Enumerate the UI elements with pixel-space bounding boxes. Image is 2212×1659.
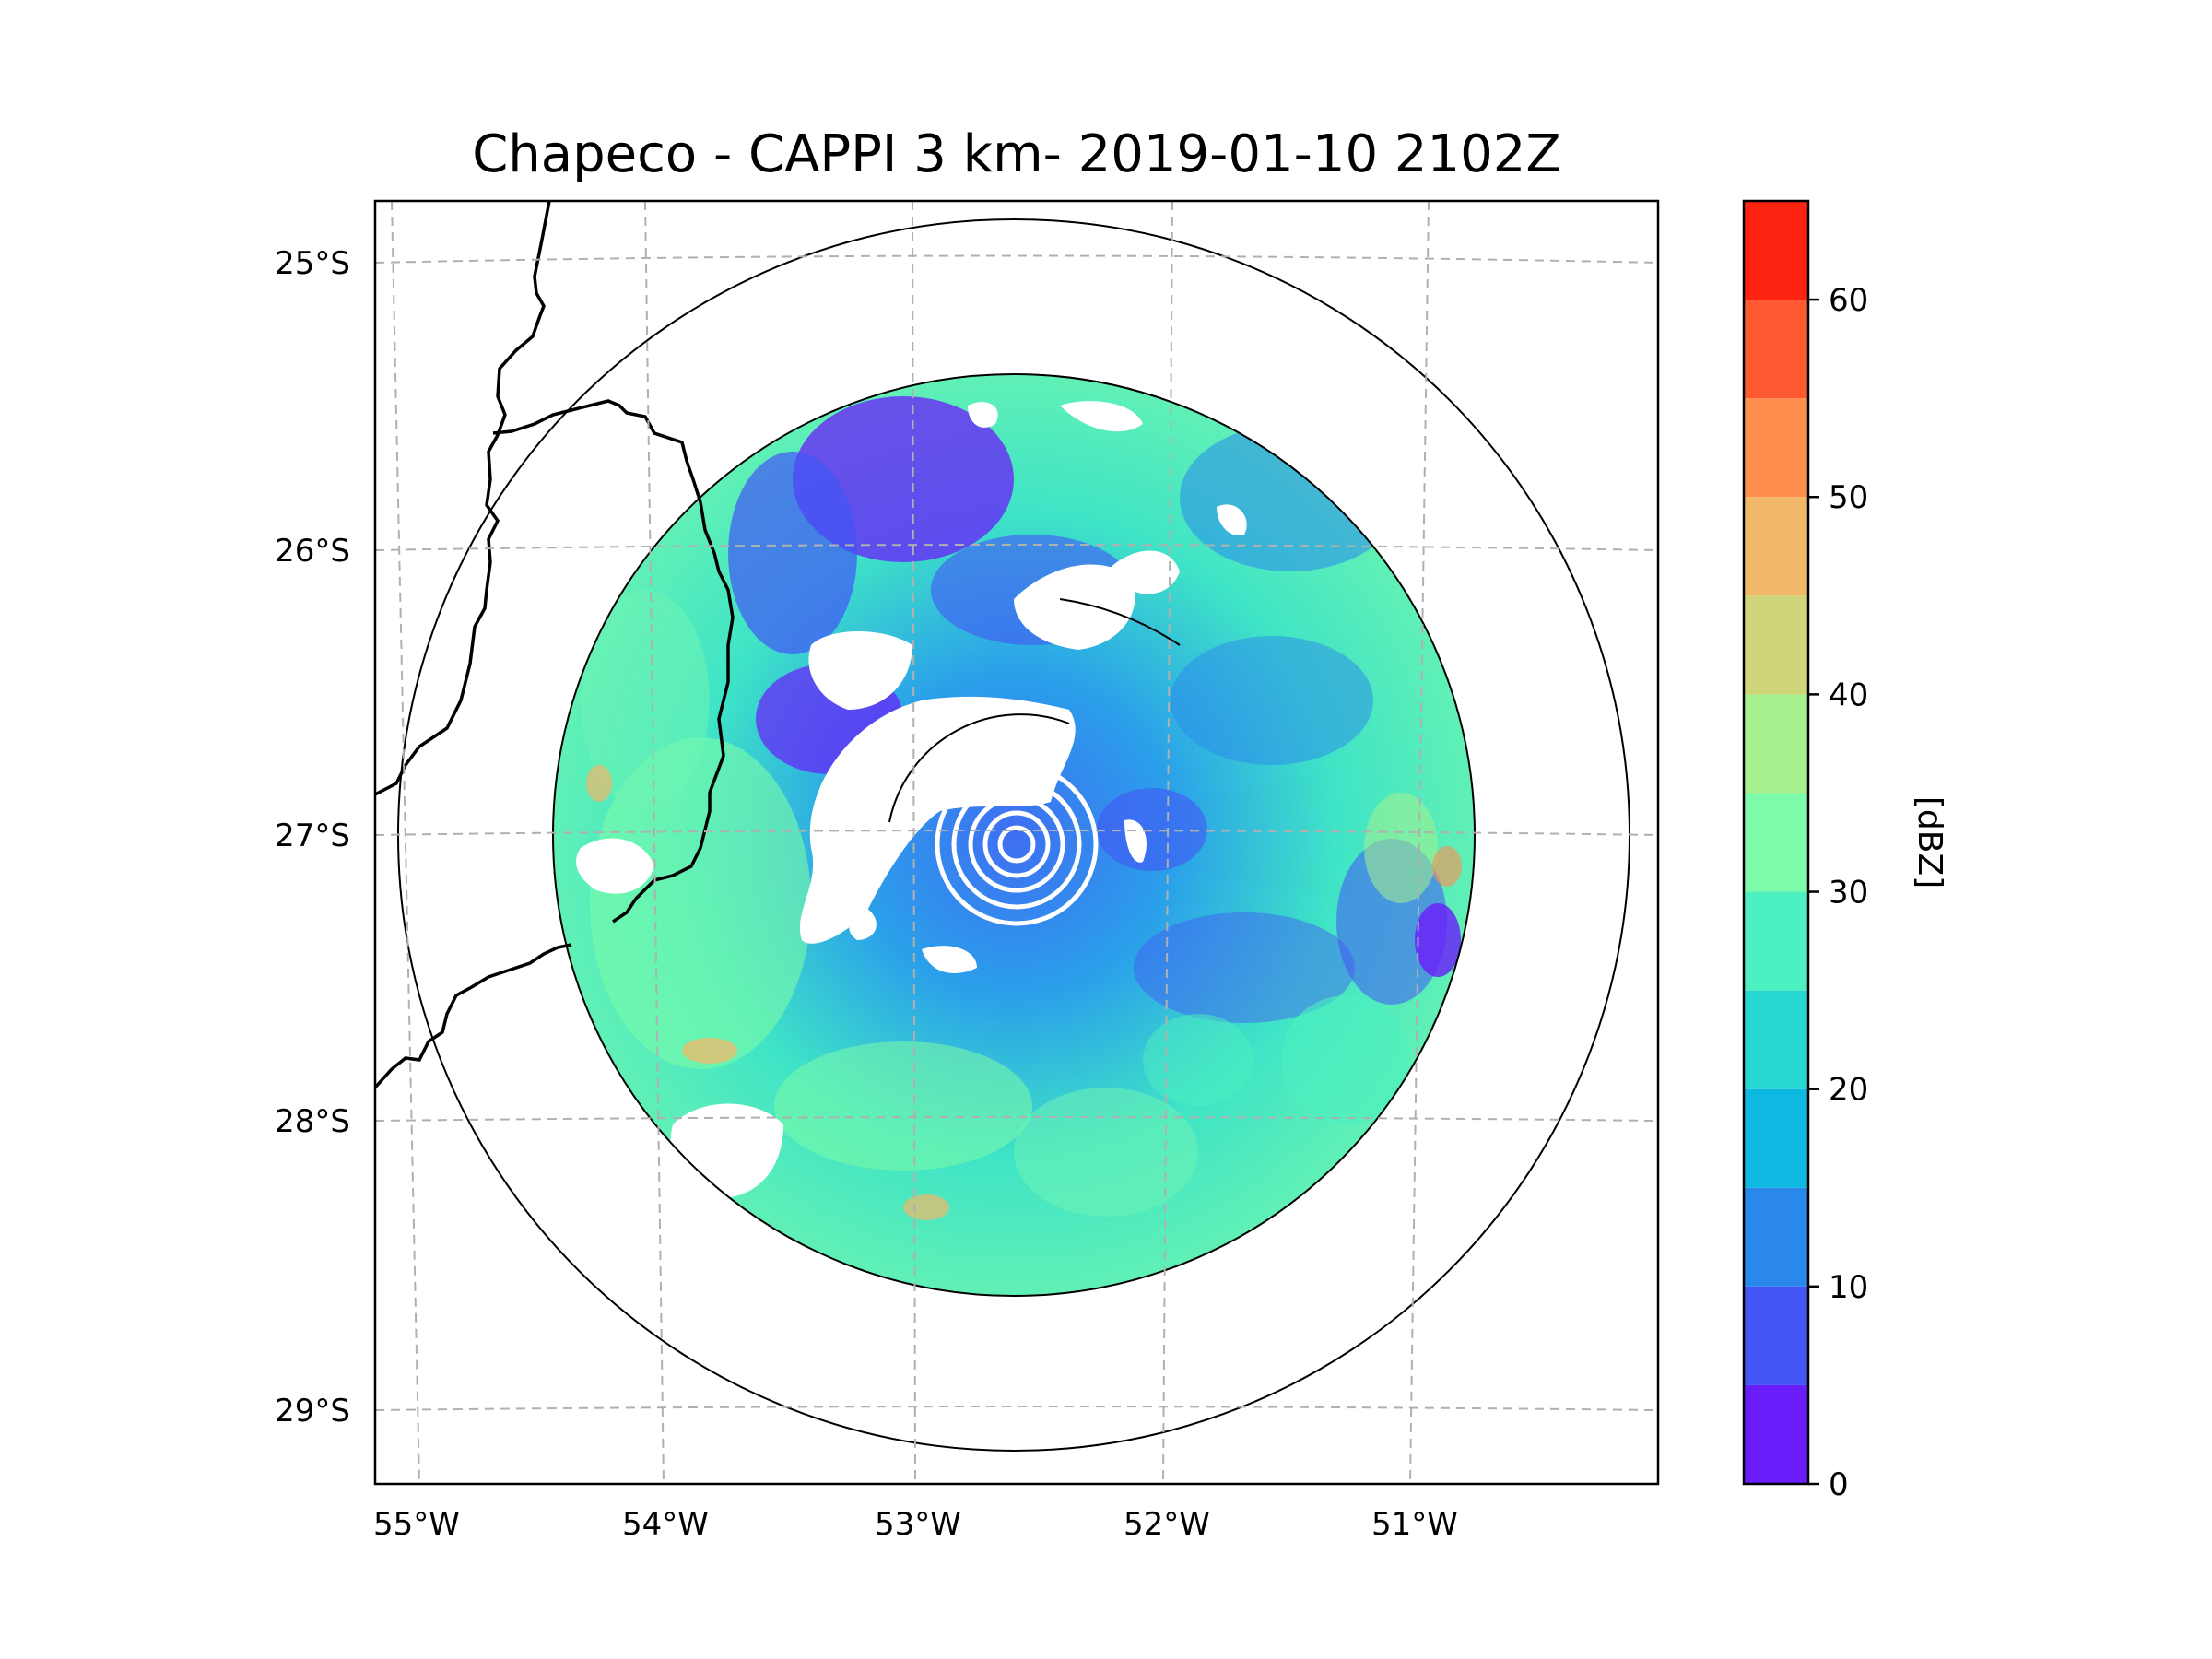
- colorbar-band: [1744, 793, 1808, 892]
- lon-label: 55°W: [373, 1506, 460, 1543]
- colorbar-tick-label: 40: [1829, 677, 1868, 713]
- colorbar-ticks: 0 10 20 30 40 50 60: [1808, 282, 1868, 1503]
- colorbar-tick-label: 20: [1829, 1072, 1868, 1109]
- colorbar-bands: [1744, 201, 1808, 1484]
- colorbar-band: [1744, 694, 1808, 794]
- colorbar-frame: [1742, 199, 1810, 1486]
- map-title: Chapeco - CAPPI 3 km- 2019-01-10 2102Z: [472, 124, 1561, 184]
- colorbar-tick-label: 10: [1829, 1269, 1868, 1306]
- lon-label: 54°W: [622, 1506, 709, 1543]
- longitude-labels: 55°W 54°W 53°W 52°W 51°W: [373, 1506, 1458, 1543]
- colorbar-band: [1744, 595, 1808, 695]
- colorbar-band: [1744, 1384, 1808, 1484]
- colorbar-band: [1744, 201, 1808, 300]
- radar-reflectivity-field: [553, 374, 1475, 1296]
- country-border: [375, 201, 735, 1089]
- colorbar-tick-label: 0: [1829, 1466, 1849, 1503]
- colorbar-band: [1744, 497, 1808, 596]
- lat-label: 28°S: [275, 1103, 350, 1140]
- colorbar: 0 10 20 30 40 50 60 [dBZ]: [1742, 199, 1948, 1503]
- latitude-labels: 25°S 26°S 27°S 28°S 29°S: [275, 245, 350, 1430]
- colorbar-band: [1744, 398, 1808, 498]
- map-axes: [375, 201, 1658, 1484]
- lon-label: 52°W: [1124, 1506, 1210, 1543]
- colorbar-tick-label: 30: [1829, 875, 1868, 912]
- lat-label: 25°S: [275, 245, 350, 282]
- colorbar-band: [1744, 891, 1808, 991]
- colorbar-band: [1744, 1187, 1808, 1287]
- lon-label: 51°W: [1371, 1506, 1458, 1543]
- map-frame: [373, 199, 1660, 1486]
- range-ring-inner: [552, 373, 1476, 1297]
- map-graticule: [375, 201, 1658, 1484]
- lat-label: 29°S: [275, 1393, 350, 1430]
- lat-label: 27°S: [275, 818, 350, 854]
- lat-label: 26°S: [275, 533, 350, 570]
- colorbar-tick-label: 60: [1829, 282, 1868, 319]
- colorbar-band: [1744, 300, 1808, 399]
- colorbar-tick-label: 50: [1829, 479, 1868, 516]
- colorbar-band: [1744, 1088, 1808, 1188]
- colorbar-band: [1744, 1286, 1808, 1385]
- colorbar-label: [dBZ]: [1911, 796, 1948, 888]
- lon-label: 53°W: [875, 1506, 961, 1543]
- colorbar-band: [1744, 990, 1808, 1089]
